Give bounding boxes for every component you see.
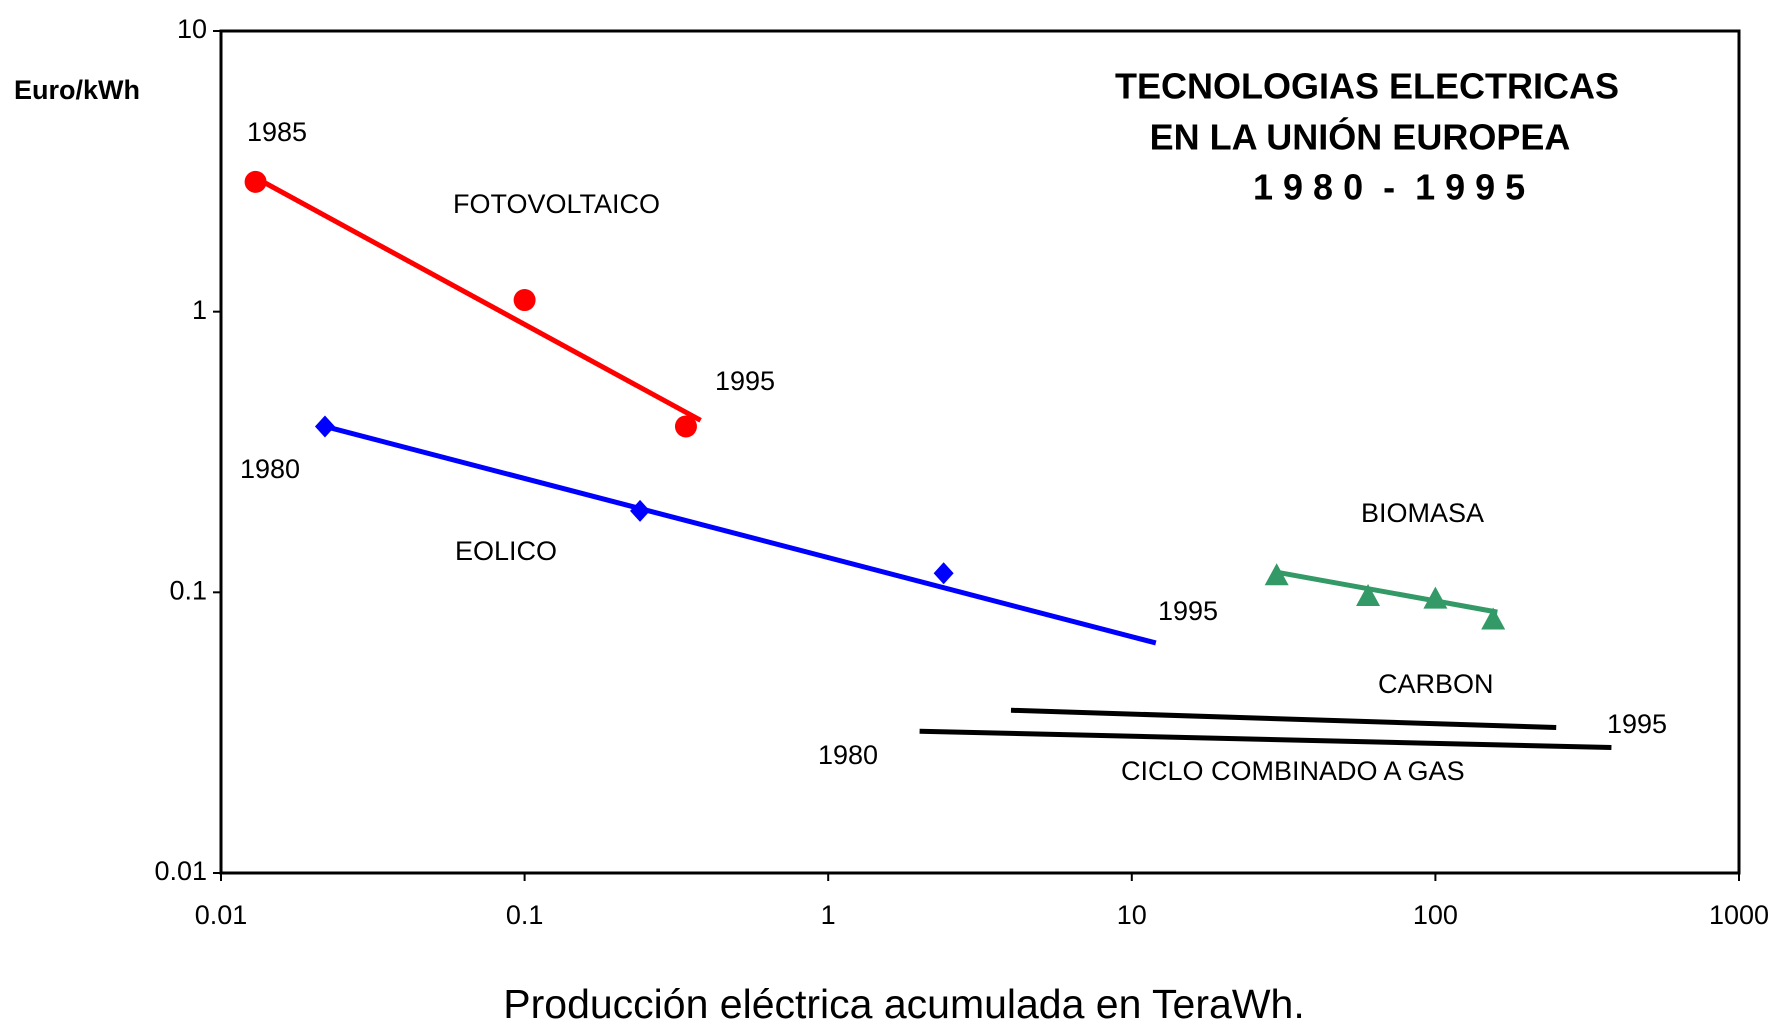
x-tick-label: 0.1 [506, 900, 544, 930]
point [630, 499, 651, 522]
series-line [919, 728, 1612, 750]
annotation: 1980 [240, 454, 300, 484]
point [1264, 563, 1289, 586]
x-tick-label: 100 [1413, 900, 1458, 930]
point [513, 289, 536, 312]
plot-frame [219, 29, 1741, 875]
chart-title: 1 9 8 0 - 1 9 9 5 [1253, 167, 1525, 208]
point [1481, 607, 1506, 630]
x-tick-label: 1 [821, 900, 836, 930]
y-tick-label: 1 [192, 295, 207, 325]
series-label: BIOMASA [1361, 498, 1484, 528]
trend-line [1276, 569, 1498, 615]
series-label: CARBON [1378, 669, 1494, 699]
y-tick-label: 0.1 [169, 575, 207, 605]
chart-title: EN LA UNIÓN EUROPEA [1150, 116, 1571, 158]
x-tick-label: 10 [1117, 900, 1147, 930]
x-axis-label: Producción eléctrica acumulada en TeraWh… [503, 981, 1304, 1027]
annotation: 1995 [715, 366, 775, 396]
series-line [1010, 707, 1557, 730]
y-tick-label: 10 [177, 14, 207, 44]
chart-title: TECNOLOGIAS ELECTRICAS [1115, 66, 1619, 107]
annotation: 1995 [1607, 709, 1667, 739]
annotation: 1980 [818, 740, 878, 770]
x-tick-label: 0.01 [195, 900, 248, 930]
point [1356, 584, 1381, 607]
annotation: 1995 [1158, 596, 1218, 626]
point [933, 562, 954, 585]
trend-line [324, 424, 1157, 646]
y-tick-label: 0.01 [154, 856, 207, 886]
series-label: EOLICO [455, 536, 557, 566]
point [1423, 586, 1448, 609]
trend-line [254, 175, 702, 423]
series-label: FOTOVOLTAICO [453, 189, 660, 219]
point [244, 170, 267, 193]
annotation: 1985 [247, 117, 307, 147]
point [314, 415, 335, 438]
series-label: CICLO COMBINADO A GAS [1121, 756, 1465, 786]
x-tick-label: 1000 [1709, 900, 1769, 930]
point [674, 415, 697, 438]
y-axis-label: Euro/kWh [14, 75, 140, 105]
